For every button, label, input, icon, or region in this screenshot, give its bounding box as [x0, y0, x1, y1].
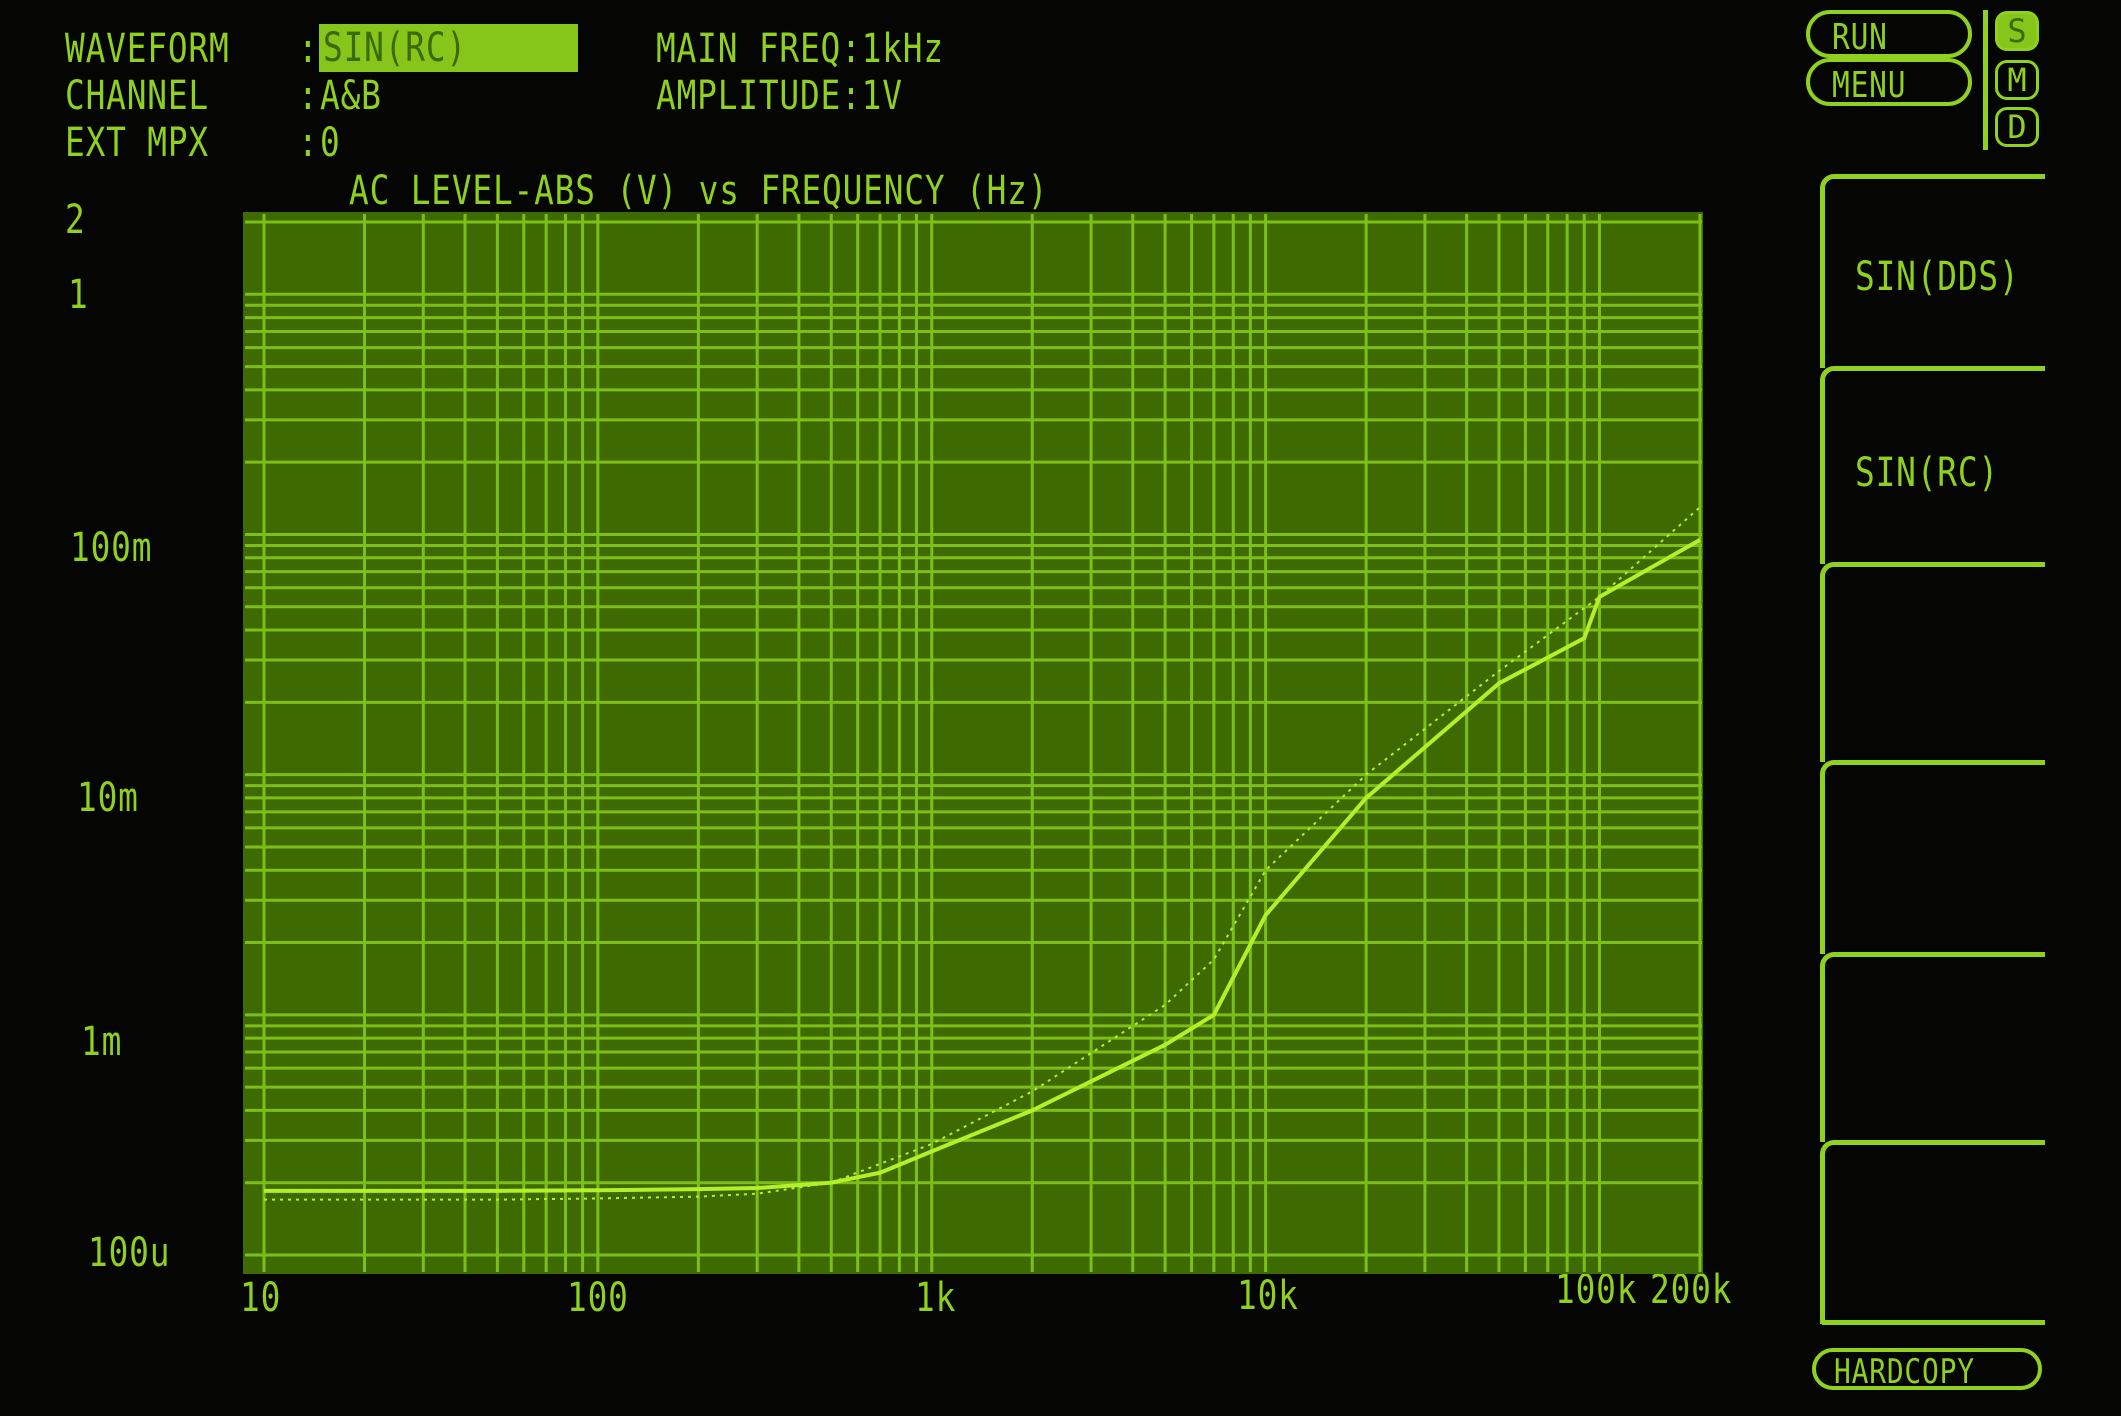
plot-area [243, 212, 1703, 1274]
x-tick-label: 10 [240, 1275, 282, 1321]
x-tick-label: 100 [567, 1275, 629, 1321]
softkey-6[interactable] [1820, 1140, 2045, 1324]
hardcopy-button[interactable]: HARDCOPY [1812, 1348, 2042, 1392]
amplitude: AMPLITUDE:1V [656, 73, 903, 119]
softkey-label: SIN(DDS) [1855, 254, 2020, 300]
waveform-value-field[interactable]: SIN(RC) [319, 24, 578, 72]
run-label: RUN [1832, 17, 1888, 58]
chart-title: AC LEVEL-ABS (V) vs FREQUENCY (Hz) [349, 168, 1049, 214]
x-tick-label: 200k [1650, 1267, 1733, 1313]
softkey-1[interactable]: SIN(DDS) [1820, 174, 2045, 368]
traces [264, 506, 1701, 1201]
x-tick-label: 100k [1555, 1267, 1638, 1313]
waveform-value: SIN(RC) [323, 25, 467, 71]
x-tick-label: 1k [915, 1275, 957, 1321]
run-button[interactable]: RUN [1806, 10, 1972, 58]
x-tick-label: 10k [1237, 1273, 1299, 1319]
softkey-label: SIN(RC) [1855, 450, 1999, 496]
waveform-separator: : [298, 26, 319, 72]
grid [245, 214, 1702, 1272]
solid-trace [264, 538, 1701, 1193]
channel-label: CHANNEL [65, 73, 209, 119]
mode-d-button[interactable]: D [1995, 107, 2039, 147]
softkey-2[interactable]: SIN(RC) [1820, 366, 2045, 564]
y-tick-label: 100u [88, 1230, 171, 1276]
y-tick-label: 1m [81, 1019, 123, 1065]
divider [1983, 10, 1988, 150]
main-frequency: MAIN FREQ:1kHz [656, 26, 944, 72]
y-tick-label: 10m [77, 775, 139, 821]
waveform-label: WAVEFORM [65, 26, 230, 72]
softkey-5[interactable] [1820, 952, 2045, 1142]
y-tick-label: 100m [70, 525, 153, 571]
menu-button[interactable]: MENU [1806, 58, 1972, 106]
menu-label: MENU [1832, 65, 1907, 106]
softkey-4[interactable] [1820, 760, 2045, 954]
channel-value: A&B [320, 73, 382, 119]
ext-mpx-label: EXT MPX [65, 120, 209, 166]
hardcopy-label: HARDCOPY [1834, 1352, 1975, 1392]
mode-s-button[interactable]: S [1995, 11, 2039, 51]
channel-separator: : [298, 73, 319, 119]
y-tick-label: 2 [65, 197, 86, 243]
softkey-bottom-line [1822, 1320, 2045, 1325]
ext-mpx-separator: : [298, 120, 319, 166]
mode-m-button[interactable]: M [1995, 60, 2039, 100]
softkey-3[interactable] [1820, 562, 2045, 762]
ext-mpx-value: 0 [320, 120, 341, 166]
y-tick-label: 1 [68, 272, 89, 318]
